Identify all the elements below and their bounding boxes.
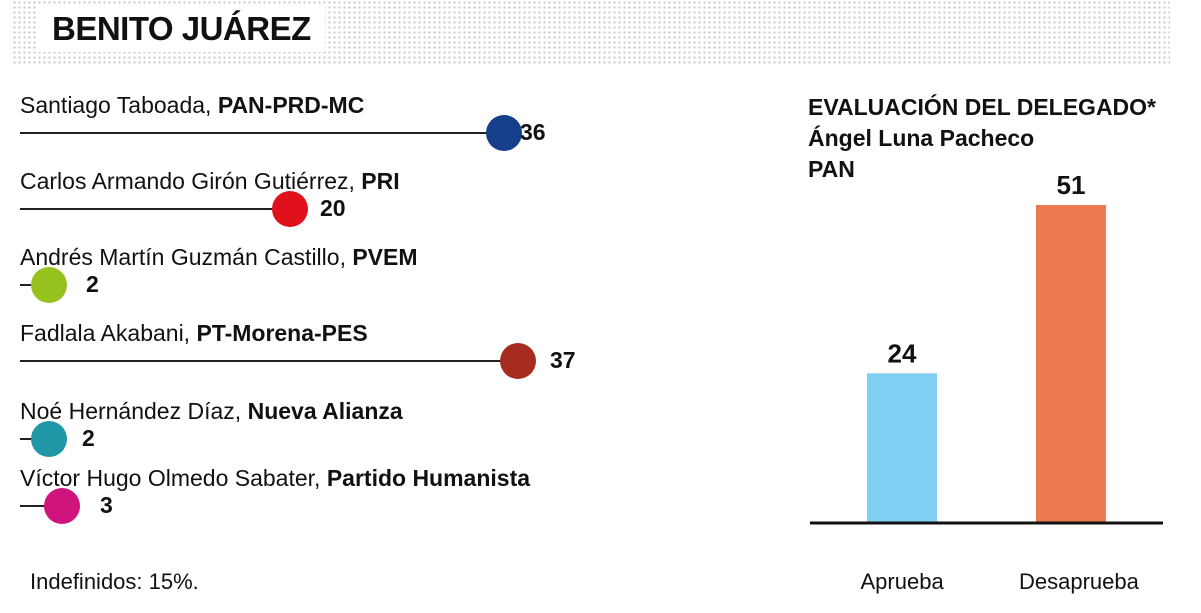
undecided-note: Indefinidos: 15%. bbox=[30, 569, 199, 594]
x-tick-label: Aprueba bbox=[860, 569, 944, 594]
candidate-party: PRI bbox=[361, 168, 400, 194]
candidate-label: Fadlala Akabani, PT-Morena-PES bbox=[20, 320, 368, 347]
candidate-party: Partido Humanista bbox=[326, 465, 531, 491]
page-title: BENITO JUÁREZ bbox=[38, 6, 325, 52]
candidate-label: Noé Hernández Díaz, Nueva Alianza bbox=[20, 398, 403, 425]
candidate-name: Fadlala Akabani, bbox=[20, 320, 197, 346]
candidate-label: Víctor Hugo Olmedo Sabater, Partido Huma… bbox=[20, 465, 530, 492]
candidate-label: Santiago Taboada, PAN-PRD-MC bbox=[20, 92, 364, 119]
candidate-dot bbox=[499, 343, 536, 379]
candidate-value: 2 bbox=[86, 271, 99, 297]
candidate-value: 37 bbox=[550, 347, 576, 373]
candidate-party: Nueva Alianza bbox=[247, 398, 403, 424]
candidate-stem bbox=[20, 132, 505, 134]
candidate-name: Víctor Hugo Olmedo Sabater, bbox=[20, 465, 327, 491]
candidate-value: 3 bbox=[100, 492, 113, 518]
candidate-name: Andrés Martín Guzmán Castillo, bbox=[20, 244, 353, 270]
evaluation-title: EVALUACIÓN DEL DELEGADO* Ángel Luna Pach… bbox=[808, 92, 1156, 185]
x-tick-label: Desaprueba bbox=[1019, 569, 1139, 594]
evaluation-bar-chart: 24 51 bbox=[810, 170, 1163, 525]
candidate-name: Santiago Taboada, bbox=[20, 92, 218, 118]
candidate-value: 2 bbox=[82, 425, 95, 451]
candidate-stem bbox=[20, 360, 518, 362]
bar-value-label: 51 bbox=[1057, 170, 1086, 200]
candidate-name: Carlos Armando Girón Gutiérrez, bbox=[20, 168, 362, 194]
candidate-name: Noé Hernández Díaz, bbox=[20, 398, 248, 424]
evaluation-title-line2: Ángel Luna Pacheco bbox=[808, 125, 1035, 151]
candidate-dot bbox=[486, 115, 523, 151]
candidate-value: 20 bbox=[320, 195, 346, 221]
candidate-value: 36 bbox=[520, 119, 546, 145]
candidate-party: PT-Morena-PES bbox=[196, 320, 368, 346]
candidate-dot bbox=[44, 488, 81, 524]
candidate-party: PVEM bbox=[352, 244, 418, 270]
candidate-dot bbox=[272, 191, 308, 227]
evaluation-title-line1: EVALUACIÓN DEL DELEGADO* bbox=[808, 94, 1157, 120]
candidate-dot bbox=[30, 421, 67, 457]
candidate-stem bbox=[20, 208, 290, 210]
candidate-label: Andrés Martín Guzmán Castillo, PVEM bbox=[20, 244, 418, 271]
bar-aprueba bbox=[867, 373, 937, 523]
bar-value-label: 24 bbox=[888, 338, 917, 368]
candidate-dot bbox=[30, 267, 67, 303]
candidate-party: PAN-PRD-MC bbox=[217, 92, 365, 118]
candidate-stem bbox=[20, 505, 63, 507]
evaluation-title-line3: PAN bbox=[808, 156, 855, 182]
bar-desaprueba bbox=[1036, 205, 1106, 523]
candidate-label: Carlos Armando Girón Gutiérrez, PRI bbox=[20, 168, 400, 195]
